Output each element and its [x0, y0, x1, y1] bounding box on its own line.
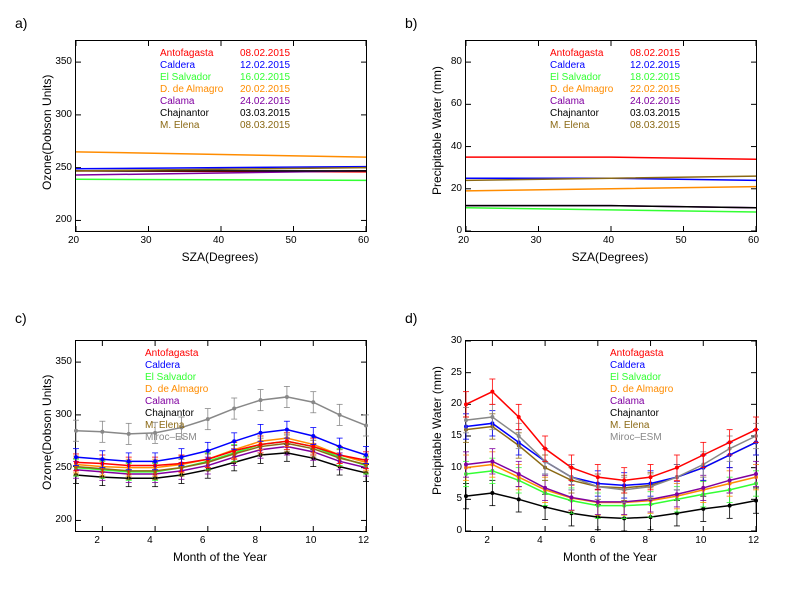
chart-d-xlabel: Month of the Year [550, 550, 670, 564]
xtick-label: 12 [748, 535, 759, 546]
legend-row: Caldera [145, 360, 208, 372]
ytick-label: 200 [46, 514, 72, 525]
legend-row: Chajnantor03.03.2015 [550, 108, 680, 120]
legend-row: D. de Almagro [145, 384, 208, 396]
legend-row: Miroc–ESM [610, 432, 673, 444]
chart-c-legend: AntofagastaCalderaEl SalvadorD. de Almag… [145, 348, 208, 444]
xtick-label: 4 [147, 535, 153, 546]
xtick-label: 6 [590, 535, 596, 546]
legend-row: Caldera [610, 360, 673, 372]
xtick-label: 20 [68, 235, 79, 246]
xtick-label: 6 [200, 535, 206, 546]
chart-d-ylabel: Precipitable Water (mm) [430, 366, 444, 495]
xtick-label: 30 [531, 235, 542, 246]
panel-b-label: b) [405, 15, 417, 31]
legend-row: M. Elena08.03.2015 [550, 120, 680, 132]
legend-row: Antofagasta [610, 348, 673, 360]
xtick-label: 40 [213, 235, 224, 246]
xtick-label: 10 [695, 535, 706, 546]
ytick-label: 30 [436, 335, 462, 346]
legend-row: Miroc–ESM [145, 432, 208, 444]
legend-row: El Salvador [610, 372, 673, 384]
xtick-label: 8 [643, 535, 649, 546]
panel-c-label: c) [15, 310, 27, 326]
chart-b-xlabel: SZA(Degrees) [560, 250, 660, 264]
legend-row: Calama24.02.2015 [160, 96, 290, 108]
xtick-label: 20 [458, 235, 469, 246]
legend-row: El Salvador [145, 372, 208, 384]
xtick-label: 2 [484, 535, 490, 546]
xtick-label: 50 [676, 235, 687, 246]
legend-row: Antofagasta [145, 348, 208, 360]
chart-c-ylabel: Ozone(Dobson Units) [40, 375, 54, 490]
legend-row: Chajnantor [145, 408, 208, 420]
legend-row: M. Elena [145, 420, 208, 432]
legend-row: M. Elena08.03.2015 [160, 120, 290, 132]
xtick-label: 60 [748, 235, 759, 246]
chart-a-xlabel: SZA(Degrees) [170, 250, 270, 264]
legend-row: El Salvador18.02.2015 [550, 72, 680, 84]
ytick-label: 0 [436, 225, 462, 236]
legend-row: Caldera12.02.2015 [160, 60, 290, 72]
panel-d-label: d) [405, 310, 417, 326]
panel-a-label: a) [15, 15, 27, 31]
legend-row: Chajnantor03.03.2015 [160, 108, 290, 120]
ytick-label: 350 [46, 56, 72, 67]
chart-a-ylabel: Ozone(Dobson Units) [40, 75, 54, 190]
ytick-label: 200 [46, 214, 72, 225]
chart-a-legend: Antofagasta08.02.2015Caldera12.02.2015El… [160, 48, 290, 132]
chart-c-svg [76, 341, 366, 531]
xtick-label: 8 [253, 535, 259, 546]
chart-c-plot: 24681012200250300350 [75, 340, 367, 532]
legend-row: Calama24.02.2015 [550, 96, 680, 108]
legend-row: Antofagasta08.02.2015 [550, 48, 680, 60]
xtick-label: 2 [94, 535, 100, 546]
legend-row: D. de Almagro20.02.2015 [160, 84, 290, 96]
legend-row: D. de Almagro22.02.2015 [550, 84, 680, 96]
ytick-label: 0 [436, 525, 462, 536]
chart-c-xlabel: Month of the Year [160, 550, 280, 564]
xtick-label: 30 [141, 235, 152, 246]
chart-b-legend: Antofagasta08.02.2015Caldera12.02.2015El… [550, 48, 680, 132]
chart-b-ylabel: Precipitable Water (mm) [430, 66, 444, 195]
ytick-label: 350 [46, 356, 72, 367]
xtick-label: 4 [537, 535, 543, 546]
legend-row: Calama [610, 396, 673, 408]
xtick-label: 10 [305, 535, 316, 546]
xtick-label: 60 [358, 235, 369, 246]
legend-row: D. de Almagro [610, 384, 673, 396]
xtick-label: 50 [286, 235, 297, 246]
xtick-label: 40 [603, 235, 614, 246]
chart-d-legend: AntofagastaCalderaEl SalvadorD. de Almag… [610, 348, 673, 444]
legend-row: M. Elena [610, 420, 673, 432]
legend-row: El Salvador16.02.2015 [160, 72, 290, 84]
xtick-label: 12 [358, 535, 369, 546]
legend-row: Chajnantor [610, 408, 673, 420]
legend-row: Calama [145, 396, 208, 408]
legend-row: Antofagasta08.02.2015 [160, 48, 290, 60]
legend-row: Caldera12.02.2015 [550, 60, 680, 72]
